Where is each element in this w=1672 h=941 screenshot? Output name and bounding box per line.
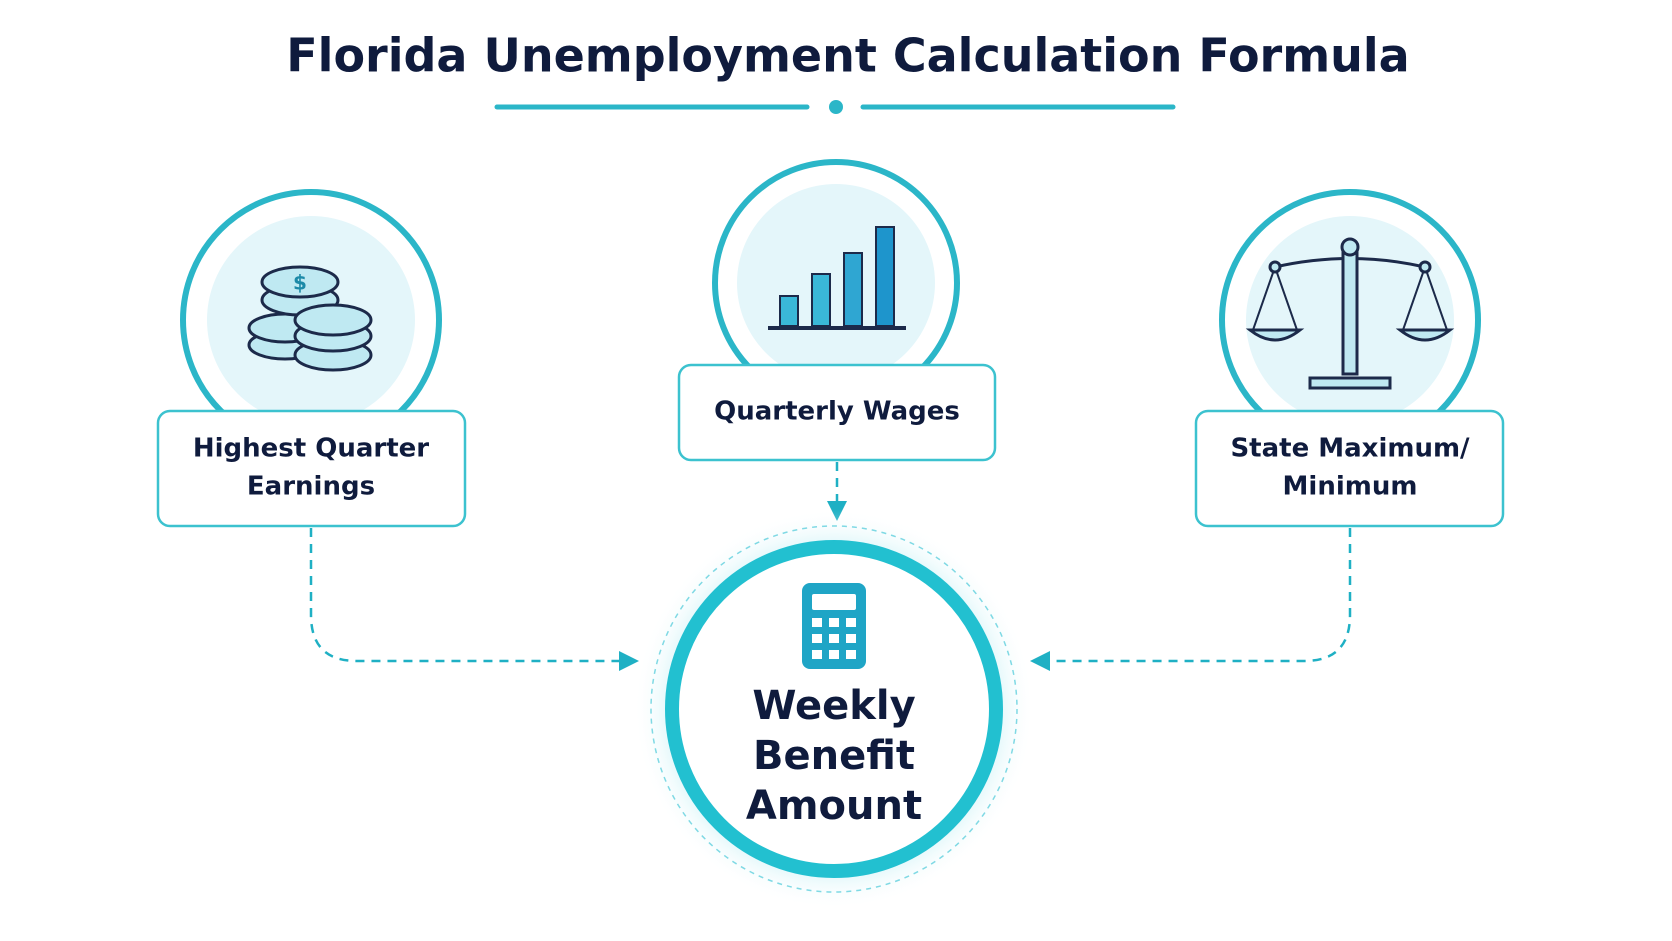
node-icon — [1219, 189, 1481, 451]
result-circle — [634, 509, 1034, 909]
node-box — [677, 363, 997, 462]
node-label: Earnings — [247, 472, 375, 502]
svg-text:$: $ — [293, 271, 307, 295]
node-icon: $ — [180, 189, 442, 451]
result-label: Amount — [746, 783, 922, 829]
labels: Highest Quarter Earnings Quarterly Wages St… — [193, 397, 1470, 830]
node-label: State Maximum/ — [1230, 434, 1470, 464]
result-label: Benefit — [753, 733, 915, 779]
node-box — [156, 409, 467, 528]
result-label: Weekly — [752, 683, 915, 729]
node-box — [1194, 409, 1505, 528]
title-rule — [494, 100, 1176, 114]
node-label: Minimum — [1283, 472, 1418, 502]
title: Florida Unemployment Calculation Formula — [286, 29, 1409, 83]
node-label: Quarterly Wages — [714, 397, 960, 427]
node-label: Highest Quarter — [193, 434, 429, 464]
node-icon — [712, 159, 960, 407]
